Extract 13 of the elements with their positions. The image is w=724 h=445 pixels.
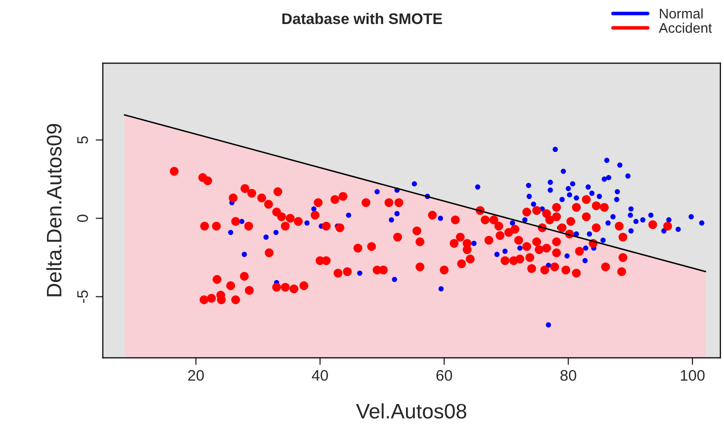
y-tick-label: 0 — [77, 214, 88, 222]
x-tick-label: 20 — [188, 370, 204, 381]
y-tick-label: -5 — [77, 290, 88, 303]
y-tick-label: 5 — [77, 136, 88, 144]
legend-label: Normal — [660, 8, 703, 19]
x-tick-label: 100 — [680, 370, 705, 381]
legend-label: Accident — [658, 22, 712, 33]
x-axis-title: Vel.Autos08 — [356, 403, 466, 419]
x-tick-label: 60 — [436, 370, 452, 381]
x-tick-label: 80 — [560, 370, 576, 381]
y-axis-title: Delta.Den.Autos09 — [46, 124, 62, 296]
x-tick-label: 40 — [312, 370, 328, 381]
chart-title: Database with SMOTE — [282, 12, 442, 24]
